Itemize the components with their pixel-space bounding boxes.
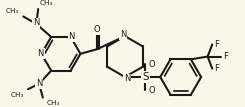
Text: N: N	[37, 49, 44, 58]
Text: CH₃: CH₃	[47, 100, 60, 106]
Text: N: N	[120, 30, 126, 39]
Text: N: N	[36, 79, 42, 88]
Text: N: N	[124, 74, 130, 83]
Text: CH₃: CH₃	[11, 92, 24, 98]
Text: F: F	[223, 52, 228, 61]
Text: O: O	[149, 85, 155, 94]
Text: F: F	[214, 40, 219, 49]
Text: S: S	[142, 72, 149, 82]
Text: CH₃: CH₃	[40, 0, 53, 6]
Text: N: N	[68, 32, 75, 41]
Text: F: F	[214, 64, 219, 73]
Text: O: O	[94, 25, 100, 34]
Text: N: N	[33, 19, 39, 27]
Text: CH₃: CH₃	[5, 8, 19, 14]
Text: O: O	[149, 59, 155, 68]
